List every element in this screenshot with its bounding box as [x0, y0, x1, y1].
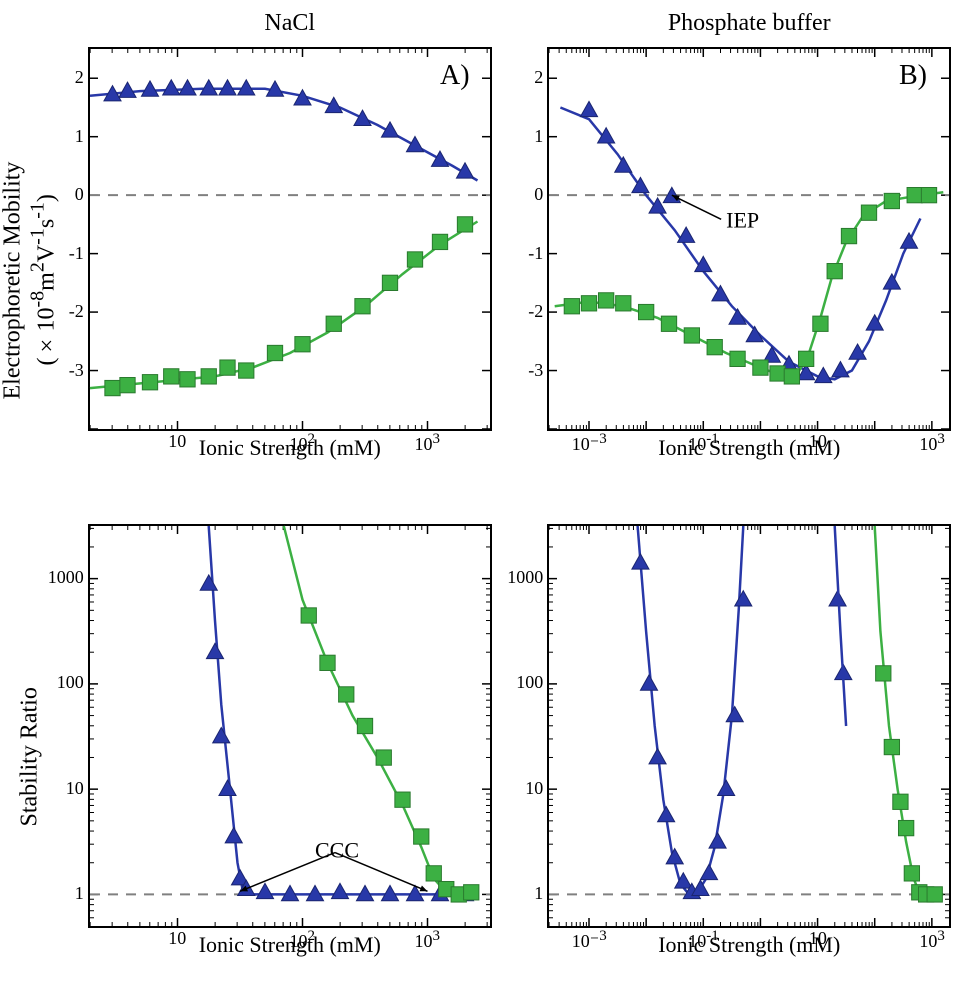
col-title-right: Phosphate buffer [530, 10, 970, 37]
svg-text:IEP: IEP [726, 207, 759, 232]
chart-grid: NaCl Phosphate buffer Electrophoretic Mo… [10, 10, 969, 990]
panel-C: CCC101021031101001000 [88, 524, 492, 928]
row-title-bottom: Stability Ratio [10, 524, 50, 991]
panel-A-wrap: A)10102103-3-2-1012Ionic Strength (mM) [70, 47, 510, 514]
svg-text:A): A) [440, 60, 470, 91]
panel-B: B)IEP10⁻310-110103-3-2-1012 [547, 47, 951, 431]
svg-text:B): B) [899, 60, 927, 91]
panel-C-wrap: CCC101021031101001000Ionic Strength (mM) [70, 524, 510, 991]
panel-D-wrap: 10⁻310-1101031101001000Ionic Strength (m… [530, 524, 970, 991]
row-title-top: Electrophoretic Mobility(×10-8m2V-1s-1) [10, 47, 50, 514]
panel-B-wrap: B)IEP10⁻310-110103-3-2-1012Ionic Strengt… [530, 47, 970, 514]
panel-A: A)10102103-3-2-1012 [88, 47, 492, 431]
col-title-left: NaCl [70, 10, 510, 37]
panel-D: 10⁻310-1101031101001000 [547, 524, 951, 928]
